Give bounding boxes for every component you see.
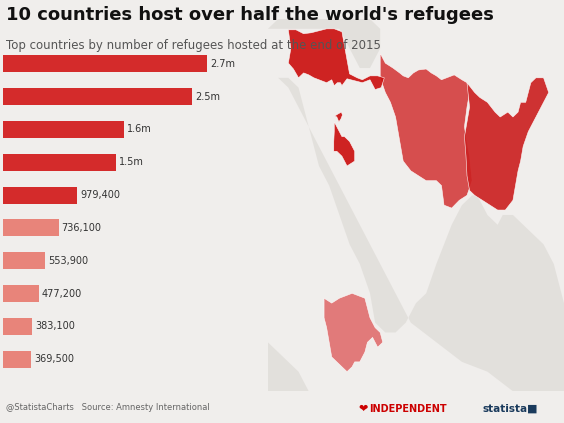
Bar [0,287,2,300]
Bar [3,285,39,302]
Polygon shape [288,29,384,90]
Polygon shape [237,386,311,423]
Text: 1.6m: 1.6m [127,124,152,135]
Text: INDEPENDENT: INDEPENDENT [369,404,447,414]
Polygon shape [324,293,383,372]
Polygon shape [206,303,360,423]
Text: ■: ■ [527,404,538,414]
Polygon shape [334,122,355,166]
Bar [3,55,207,72]
Text: 2.5m: 2.5m [195,91,220,102]
Text: 2.7m: 2.7m [210,59,235,69]
Bar [3,121,124,138]
Bar [0,222,2,234]
Bar [3,187,77,203]
Polygon shape [206,215,237,357]
Bar [3,88,192,105]
Text: 553,900: 553,900 [48,256,88,266]
Bar [0,320,2,333]
Bar [3,318,32,335]
Polygon shape [329,396,368,423]
Text: 369,500: 369,500 [34,354,74,364]
Bar [0,156,2,168]
Bar [3,154,116,171]
Bar [0,58,2,70]
Polygon shape [306,401,329,423]
Text: ❤: ❤ [358,404,368,414]
Text: 10 countries host over half the world's refugees: 10 countries host over half the world's … [6,6,494,25]
Text: Top countries by number of refugees hosted at the end of 2015: Top countries by number of refugees host… [6,39,381,52]
Bar [0,353,2,365]
Text: statista: statista [482,404,527,414]
Polygon shape [464,78,549,210]
Bar [3,252,45,269]
Text: 979,400: 979,400 [80,190,120,200]
Text: 477,200: 477,200 [42,288,82,299]
Bar [0,255,2,267]
Bar [0,123,2,136]
Bar [0,90,2,103]
Text: 1.5m: 1.5m [120,157,144,167]
Polygon shape [380,53,472,208]
Bar [3,220,59,236]
Polygon shape [335,112,342,122]
Bar [3,351,31,368]
Bar [0,189,2,201]
Text: 736,100: 736,100 [61,223,102,233]
Polygon shape [268,9,380,68]
Polygon shape [268,78,564,391]
Text: 383,100: 383,100 [35,321,74,332]
Text: @StatistaCharts   Source: Amnesty International: @StatistaCharts Source: Amnesty Internat… [6,404,209,412]
